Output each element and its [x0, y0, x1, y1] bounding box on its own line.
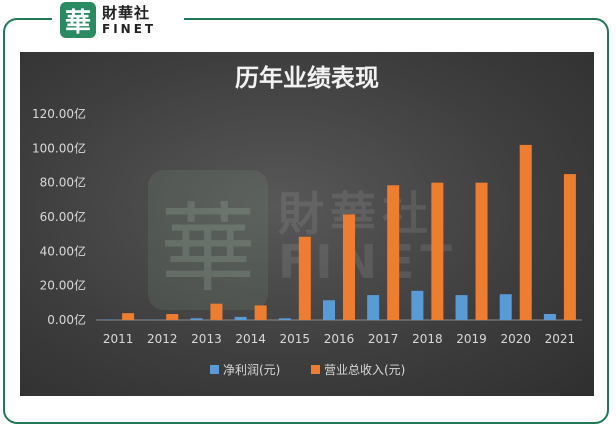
- watermark-glyph: 華: [148, 170, 268, 310]
- bar-revenue: [431, 182, 444, 320]
- y-tick-label: 80.00亿: [40, 175, 86, 190]
- y-tick-label: 120.00亿: [32, 106, 86, 121]
- bar-revenue: [210, 303, 223, 320]
- bar-net-profit: [234, 316, 247, 320]
- bar-revenue: [166, 313, 179, 320]
- x-tick-label: 2020: [500, 332, 531, 346]
- y-tick-label: 0.00亿: [47, 312, 86, 327]
- x-tick-label: 2018: [412, 332, 443, 346]
- finet-logo: 華 財華社 FINET: [52, 2, 184, 38]
- legend-swatch: [311, 365, 320, 374]
- bar-revenue: [519, 144, 532, 320]
- bar-revenue: [254, 305, 267, 320]
- legend-label: 营业总收入(元): [324, 363, 405, 377]
- legend-swatch: [210, 365, 219, 374]
- bar-net-profit: [411, 290, 424, 320]
- legend-label: 净利润(元): [223, 363, 280, 377]
- x-tick-label: 2012: [147, 332, 178, 346]
- chart-title: 历年业绩表现: [235, 64, 379, 92]
- bar-net-profit: [190, 318, 203, 320]
- y-tick-label: 60.00亿: [40, 209, 86, 224]
- x-tick-label: 2014: [235, 332, 266, 346]
- x-tick-label: 2015: [280, 332, 311, 346]
- bar-net-profit: [499, 294, 512, 320]
- bar-revenue: [298, 236, 311, 320]
- x-tick-label: 2016: [324, 332, 355, 346]
- logo-text: 財華社 FINET: [102, 3, 157, 36]
- x-tick-label: 2021: [545, 332, 576, 346]
- bar-net-profit: [367, 295, 380, 320]
- x-tick-label: 2011: [103, 332, 134, 346]
- bar-chart: 历年业绩表现 0.00亿 20.00亿 40.00亿 60.00亿 80.00亿 100.0…: [32, 64, 582, 377]
- logo-name-en: FINET: [102, 21, 157, 36]
- y-tick-label: 100.00亿: [32, 140, 86, 155]
- x-tick-label: 2019: [456, 332, 487, 346]
- y-tick-label: 40.00亿: [40, 243, 86, 258]
- bar-revenue: [387, 185, 400, 320]
- x-tick-label: 2017: [368, 332, 399, 346]
- logo-name-cn: 財華社: [102, 3, 151, 22]
- x-tick-label: 2013: [191, 332, 222, 346]
- logo-badge: 華: [60, 2, 96, 38]
- chart-panel: 華 財華社 FINET 历年业绩表现 0.00亿 20.00亿 40.00亿 60.00…: [20, 52, 594, 396]
- bar-revenue: [122, 313, 135, 320]
- bar-revenue: [563, 174, 576, 320]
- bar-revenue: [475, 182, 488, 320]
- bar-net-profit: [455, 295, 468, 320]
- bar-net-profit: [102, 319, 115, 320]
- bar-net-profit: [323, 300, 335, 320]
- bar-net-profit: [278, 318, 291, 320]
- y-tick-label: 20.00亿: [40, 278, 86, 293]
- bar-net-profit: [543, 313, 556, 320]
- bar-revenue: [343, 214, 355, 320]
